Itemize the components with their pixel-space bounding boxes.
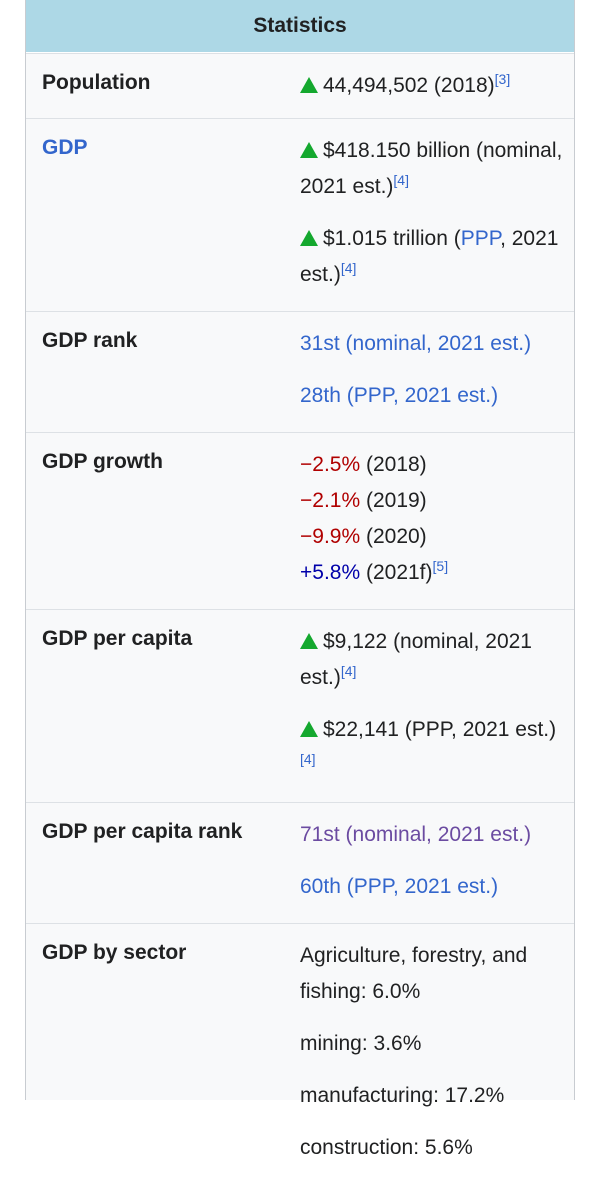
label-population: Population — [42, 71, 151, 94]
statistics-infobox: Statistics Population 44,494,502 (2018)[… — [25, 0, 575, 1159]
ref-link[interactable]: [3] — [494, 71, 511, 87]
up-arrow-icon — [300, 230, 318, 246]
gdp-per-capita-rank-ppp-link[interactable]: 60th (PPP, 2021 est.) — [300, 875, 499, 898]
value-population: 44,494,502 (2018)[3] — [300, 68, 574, 104]
gdp-nominal-value: $418.150 billion (nominal, 2021 est.) — [300, 139, 563, 198]
growth-item: −2.1% (2019) — [300, 483, 564, 519]
row-gdp-growth: GDP growth −2.5% (2018) −2.1% (2019) −9.… — [26, 432, 574, 609]
ref-link[interactable]: [4] — [300, 751, 316, 767]
value-gdp-by-sector: Agriculture, forestry, and fishing: 6.0%… — [300, 938, 574, 1166]
growth-year: (2020) — [360, 525, 427, 548]
up-arrow-icon — [300, 77, 318, 93]
sector-item: Agriculture, forestry, and fishing: 6.0% — [300, 944, 528, 1003]
ref-link[interactable]: [4] — [340, 663, 357, 679]
ref-link[interactable]: [5] — [432, 558, 449, 574]
gdp-link[interactable]: GDP — [42, 136, 88, 159]
growth-item: +5.8% (2021f)[5] — [300, 555, 564, 591]
ppp-link[interactable]: PPP — [460, 227, 501, 250]
growth-rate: −2.5% — [300, 453, 361, 476]
value-gdp-per-capita: $9,122 (nominal, 2021 est.)[4] $22,141 (… — [300, 624, 574, 784]
sector-item: mining: 3.6% — [300, 1032, 422, 1055]
label-gdp-per-capita: GDP per capita — [42, 627, 193, 650]
ref-link[interactable]: [4] — [393, 172, 409, 188]
up-arrow-icon — [300, 721, 318, 737]
sector-item: manufacturing: 17.2% — [300, 1084, 505, 1107]
value-gdp-rank: 31st (nominal, 2021 est.) 28th (PPP, 202… — [300, 326, 574, 414]
row-gdp-per-capita-rank: GDP per capita rank 71st (nominal, 2021 … — [26, 802, 574, 923]
label-gdp-rank: GDP rank — [42, 329, 138, 352]
infobox-header: Statistics — [26, 0, 574, 53]
growth-rate: −9.9% — [300, 525, 361, 548]
label-gdp-growth: GDP growth — [42, 450, 163, 473]
value-gdp-per-capita-rank: 71st (nominal, 2021 est.) 60th (PPP, 202… — [300, 817, 574, 905]
growth-year: (2019) — [360, 489, 427, 512]
gdp-per-capita-rank-nominal-link[interactable]: 71st (nominal, 2021 est.) — [300, 823, 532, 846]
population-value: 44,494,502 (2018) — [323, 74, 495, 97]
gdp-rank-ppp-link[interactable]: 28th (PPP, 2021 est.) — [300, 384, 499, 407]
gdp-per-capita-nominal: $9,122 (nominal, 2021 est.) — [300, 630, 532, 689]
gdp-ppp-prefix: $1.015 trillion ( — [323, 227, 461, 250]
growth-year: (2021f) — [360, 561, 433, 584]
label-gdp-by-sector: GDP by sector — [42, 941, 187, 964]
growth-rate: +5.8% — [300, 561, 361, 584]
growth-year: (2018) — [360, 453, 427, 476]
row-population: Population 44,494,502 (2018)[3] — [26, 53, 574, 118]
row-gdp: GDP $418.150 billion (nominal, 2021 est.… — [26, 118, 574, 311]
value-gdp-growth: −2.5% (2018) −2.1% (2019) −9.9% (2020) +… — [300, 447, 574, 591]
gdp-ppp-suffix: , 2021 est.) — [300, 227, 559, 286]
up-arrow-icon — [300, 633, 318, 649]
gdp-per-capita-ppp: $22,141 (PPP, 2021 est.) — [323, 718, 557, 741]
label-gdp-per-capita-rank: GDP per capita rank — [42, 820, 243, 843]
gdp-rank-nominal-link[interactable]: 31st (nominal, 2021 est.) — [300, 332, 532, 355]
label-gdp: GDP — [26, 133, 300, 293]
value-gdp: $418.150 billion (nominal, 2021 est.)[4]… — [300, 133, 574, 293]
row-gdp-per-capita: GDP per capita $9,122 (nominal, 2021 est… — [26, 609, 574, 802]
up-arrow-icon — [300, 142, 318, 158]
ref-link[interactable]: [4] — [340, 260, 357, 276]
growth-rate: −2.1% — [300, 489, 361, 512]
growth-item: −9.9% (2020) — [300, 519, 564, 555]
row-gdp-by-sector: GDP by sector Agriculture, forestry, and… — [26, 923, 574, 1184]
row-gdp-rank: GDP rank 31st (nominal, 2021 est.) 28th … — [26, 311, 574, 432]
growth-item: −2.5% (2018) — [300, 447, 564, 483]
sector-item: construction: 5.6% — [300, 1136, 473, 1159]
